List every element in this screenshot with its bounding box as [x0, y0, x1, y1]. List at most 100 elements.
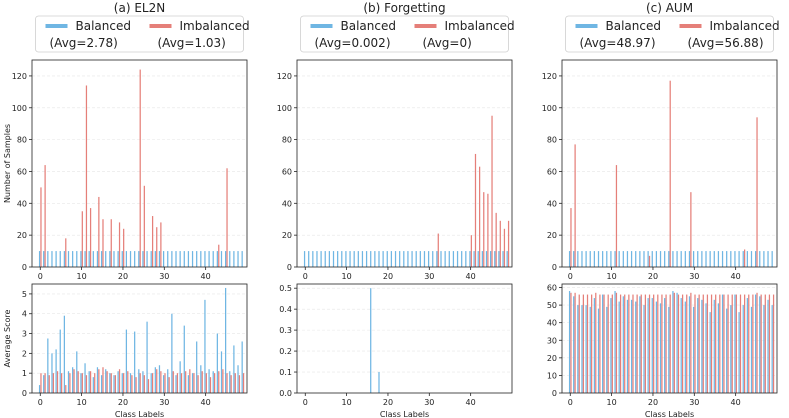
- balanced-bar-29: [423, 251, 426, 267]
- x-tick-label: 40: [466, 398, 476, 407]
- balanced-bar-16: [370, 251, 372, 267]
- balanced-bar-12: [88, 251, 90, 267]
- balanced-bar-8: [602, 251, 604, 267]
- balanced-bar-36: [187, 375, 190, 393]
- balanced-bar-45: [490, 251, 492, 267]
- balanced-bar-12: [618, 251, 620, 267]
- y-tick-label: 50: [547, 301, 557, 310]
- balanced-bar-42: [477, 251, 479, 267]
- balanced-bar-9: [341, 251, 343, 267]
- balanced-bar-9: [76, 251, 78, 267]
- balanced-bar-25: [672, 251, 674, 267]
- imbalanced-bar-1: [574, 292, 576, 393]
- x-tick-label: 0: [38, 272, 43, 281]
- balanced-bar-5: [59, 329, 61, 393]
- imbalanced-bar-14: [628, 294, 630, 393]
- balanced-bar-18: [378, 372, 380, 393]
- imbalanced-bar-13: [94, 373, 96, 393]
- x-tick-label: 30: [159, 398, 169, 407]
- imbalanced-bar-22: [661, 294, 663, 393]
- imbalanced-bar-2: [578, 294, 580, 393]
- balanced-bar-12: [353, 251, 355, 267]
- imbalanced-bar-22: [131, 375, 133, 393]
- balanced-bar-45: [225, 251, 227, 267]
- x-tick-label: 10: [342, 398, 352, 407]
- x-tick-label: 10: [77, 272, 87, 281]
- imbalanced-bar-44: [222, 369, 224, 393]
- x-tick-label: 0: [38, 398, 43, 407]
- balanced-bar-49: [506, 251, 508, 267]
- balanced-bar-10: [345, 251, 347, 267]
- balanced-bar-46: [229, 251, 231, 267]
- imbalanced-bar-21: [657, 294, 659, 393]
- imbalanced-bar-32: [702, 294, 704, 393]
- imbalanced-bar-39: [731, 294, 733, 393]
- balanced-bar-5: [589, 251, 591, 267]
- balanced-bar-0: [568, 291, 571, 393]
- balanced-bar-0: [568, 251, 571, 267]
- balanced-bar-15: [100, 251, 103, 267]
- imbalanced-bar-37: [193, 373, 195, 393]
- y-tick-label: 0.5: [279, 284, 292, 293]
- y-tick-label: 100: [277, 104, 292, 113]
- imbalanced-bar-25: [143, 185, 145, 267]
- balanced-bar-40: [204, 299, 206, 393]
- x-tick-label: 20: [648, 272, 658, 281]
- imbalanced-bar-25: [143, 375, 145, 393]
- balanced-bar-5: [324, 251, 326, 267]
- balanced-bar-13: [622, 251, 624, 267]
- balanced-bar-15: [100, 375, 103, 393]
- balanced-bar-35: [183, 325, 185, 393]
- y-tick-label: 4: [22, 310, 27, 319]
- balanced-bar-45: [225, 287, 227, 393]
- legend-imbalanced-avg: (Avg=0): [423, 36, 472, 50]
- top-panel: 0 20 40 60 80 100 120 0 10 20 30 40 Number of Sample…: [3, 59, 248, 281]
- imbalanced-bar-11: [615, 292, 618, 393]
- balanced-bar-47: [498, 251, 500, 267]
- balanced-bar-4: [585, 305, 587, 393]
- y-tick-label: 120: [12, 72, 27, 81]
- balanced-bar-11: [614, 291, 616, 393]
- balanced-bar-32: [701, 251, 703, 267]
- balanced-bar-13: [622, 296, 624, 393]
- balanced-bar-11: [84, 251, 86, 267]
- balanced-bar-18: [113, 375, 115, 393]
- balanced-bar-36: [452, 251, 455, 267]
- imbalanced-bar-36: [719, 294, 721, 393]
- balanced-bar-26: [676, 251, 678, 267]
- y-tick-label: 0: [287, 263, 292, 272]
- balanced-bar-35: [183, 251, 185, 267]
- balanced-bar-22: [659, 303, 662, 393]
- balanced-bar-37: [721, 294, 724, 393]
- imbalanced-bar-41: [209, 377, 212, 393]
- legend-box: [565, 15, 774, 53]
- y-tick-label: 0: [552, 389, 557, 398]
- balanced-bar-13: [92, 377, 94, 393]
- imbalanced-bar-26: [147, 379, 150, 393]
- balanced-bar-18: [643, 251, 645, 267]
- legend-imbalanced-label: Imbalanced: [180, 19, 250, 33]
- x-tick-label: 30: [689, 272, 699, 281]
- balanced-bar-47: [233, 251, 235, 267]
- chart-3: (c) AUM Balanced Imbalanced (Avg=48.97) (Avg…: [542, 1, 780, 418]
- balanced-bar-38: [196, 341, 198, 393]
- balanced-bar-46: [759, 296, 761, 393]
- balanced-bar-31: [167, 369, 169, 393]
- balanced-bar-28: [154, 251, 156, 267]
- balanced-bar-14: [96, 367, 99, 393]
- balanced-bar-28: [684, 301, 686, 393]
- balanced-bar-41: [473, 251, 475, 267]
- x-tick-label: 30: [689, 398, 699, 407]
- imbalanced-bar-19: [648, 294, 651, 393]
- y-tick-label: 120: [542, 72, 557, 81]
- balanced-bar-49: [771, 251, 773, 267]
- balanced-bar-7: [597, 251, 600, 267]
- legend-balanced-avg: (Avg=48.97): [580, 36, 656, 50]
- imbalanced-bar-35: [185, 371, 187, 393]
- balanced-bar-2: [47, 251, 49, 267]
- imbalanced-bar-46: [230, 375, 232, 393]
- imbalanced-bar-47: [499, 220, 501, 267]
- balanced-bar-11: [614, 251, 616, 267]
- balanced-bar-40: [734, 294, 736, 393]
- balanced-bar-14: [96, 251, 99, 267]
